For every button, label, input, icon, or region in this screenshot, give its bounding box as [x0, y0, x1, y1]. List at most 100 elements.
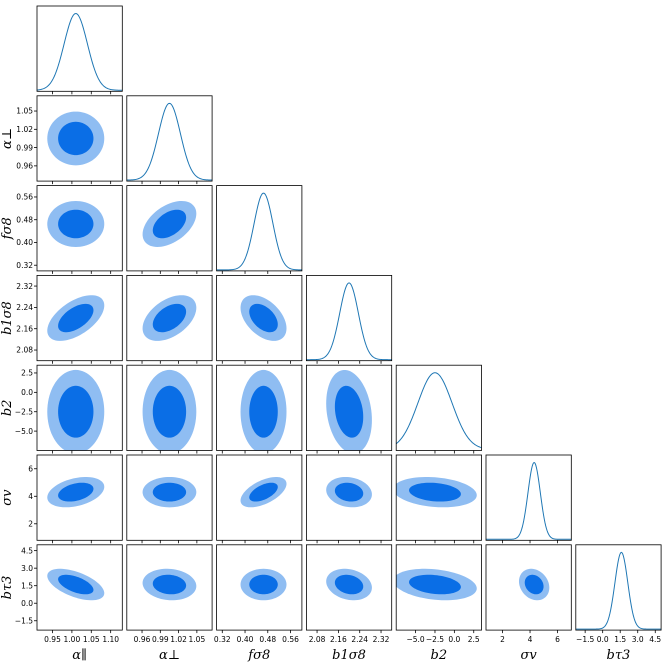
contour-68-alpha_perp-b_tau3	[152, 574, 187, 595]
y-tick-label-fsigma8: 0.56	[16, 193, 33, 202]
panel-sigma_v-fsigma8	[216, 454, 303, 544]
y-tick-label-b2: 0.0	[21, 388, 33, 397]
panel-b2-b2	[395, 364, 482, 454]
y-tick-label-b1sigma8: 2.24	[16, 303, 33, 312]
panel-frame	[485, 544, 572, 631]
panel-b2-b1sigma8	[305, 364, 393, 454]
panel-b_tau3-alpha_par: 0.95 1.00 1.05 1.10 −1.5 0.0 1.5 3.0 4.5	[15, 544, 123, 644]
contour-68-b1sigma8-sigma_v	[334, 482, 364, 502]
marginal-alpha_par	[37, 13, 123, 91]
x-tick-label-alpha_par: 1.05	[83, 635, 100, 644]
panel-b2-alpha_par: −5.0 −2.5 0.0 2.5	[15, 364, 123, 454]
x-tick-label-fsigma8: 0.48	[259, 635, 276, 644]
x-tick-label-b1sigma8: 2.24	[351, 635, 368, 644]
x-tick-label-b_tau3: 4.5	[649, 635, 661, 644]
contour-68-alpha_par-fsigma8	[58, 209, 94, 239]
contour-68-alpha_perp-b1sigma8	[152, 303, 187, 333]
y-tick-label-fsigma8: 0.48	[16, 215, 33, 224]
x-axis-label-alpha_perp: α⊥	[159, 648, 180, 663]
x-tick-label-fsigma8: 0.32	[214, 635, 231, 644]
panel-frame	[126, 364, 213, 451]
panel-frame	[575, 544, 662, 631]
y-axis-label-b2: b2	[0, 400, 15, 417]
y-tick-label-b_tau3: 4.5	[21, 546, 33, 555]
x-tick-label-b_tau3: 3.0	[632, 635, 644, 644]
x-tick-label-alpha_perp: 0.99	[152, 635, 169, 644]
marginal-b1sigma8	[306, 282, 392, 361]
panel-frame	[395, 454, 482, 541]
panel-fsigma8-alpha_perp	[126, 185, 213, 274]
contour-68-alpha_perp-b2	[152, 385, 187, 438]
panel-frame	[36, 95, 123, 182]
contour-68-fsigma8-b1sigma8	[249, 303, 278, 333]
x-tick-label-sigma_v: 4	[528, 635, 533, 644]
y-axis-label-alpha_perp: α⊥	[0, 128, 15, 149]
contour-68-alpha_par-b1sigma8	[58, 303, 94, 333]
x-tick-label-alpha_par: 1.10	[102, 635, 119, 644]
panel-frame	[36, 364, 123, 451]
x-axis-label-b_tau3: bτ3	[607, 648, 631, 663]
panel-b1sigma8-alpha_par: 2.08 2.16 2.24 2.32	[16, 274, 123, 364]
x-tick-label-alpha_perp: 1.05	[189, 635, 206, 644]
panel-sigma_v-sigma_v	[485, 454, 572, 544]
contour-68-b2-sigma_v	[409, 482, 461, 502]
panel-b_tau3-sigma_v: 2 4 6	[485, 544, 572, 644]
panel-fsigma8-alpha_par: 0.32 0.40 0.48 0.56	[16, 185, 123, 274]
marginal-sigma_v	[486, 461, 572, 540]
y-tick-label-b2: −5.0	[15, 427, 33, 436]
x-tick-label-fsigma8: 0.40	[237, 635, 254, 644]
y-axis-label-fsigma8: fσ8	[0, 217, 15, 240]
y-tick-label-fsigma8: 0.40	[16, 238, 33, 247]
panel-frame	[305, 274, 393, 362]
contour-68-b1sigma8-b_tau3	[334, 574, 364, 595]
y-tick-label-b_tau3: −1.5	[15, 616, 33, 625]
panel-frame	[216, 185, 303, 272]
contour-68-alpha_par-alpha_perp	[58, 121, 94, 156]
x-tick-label-alpha_perp: 0.96	[134, 635, 151, 644]
x-tick-label-b2: 0.0	[448, 635, 460, 644]
panel-alpha_perp-alpha_perp	[126, 95, 213, 185]
x-axis-label-fsigma8: fσ8	[247, 648, 270, 663]
contour-68-alpha_par-sigma_v	[58, 482, 94, 502]
panel-frame	[36, 274, 123, 362]
x-axis-label-b2: b2	[431, 648, 448, 663]
y-tick-label-alpha_perp: 0.96	[16, 162, 33, 171]
panel-frame	[395, 364, 482, 451]
x-tick-label-b_tau3: 1.5	[614, 635, 626, 644]
panel-frame	[126, 95, 213, 182]
panel-b1sigma8-fsigma8	[216, 274, 303, 364]
x-tick-label-b_tau3: 0.0	[597, 635, 609, 644]
contour-68-alpha_par-b_tau3	[58, 574, 94, 595]
y-tick-label-b2: 2.5	[21, 369, 33, 378]
contour-68-b1sigma8-b2	[334, 385, 364, 438]
panel-frame	[216, 544, 303, 631]
y-tick-label-sigma_v: 6	[28, 464, 33, 473]
x-tick-label-sigma_v: 6	[555, 635, 560, 644]
y-tick-label-fsigma8: 0.32	[16, 261, 33, 270]
panel-frame	[126, 544, 213, 631]
y-tick-label-sigma_v: 2	[28, 519, 33, 528]
panel-sigma_v-alpha_par: 2 4 6	[28, 454, 123, 544]
panel-sigma_v-b2	[395, 454, 482, 544]
y-tick-label-b1sigma8: 2.32	[16, 282, 33, 291]
panel-alpha_par-alpha_par	[36, 5, 123, 95]
panel-frame	[36, 185, 123, 272]
panel-b_tau3-b2: −5.0 −2.5 0.0 2.5	[395, 544, 482, 644]
x-tick-label-b1sigma8: 2.32	[373, 635, 390, 644]
panel-frame	[126, 454, 213, 541]
y-axis-label-b_tau3: bτ3	[0, 576, 15, 600]
y-tick-label-alpha_perp: 1.05	[16, 107, 33, 116]
panel-b_tau3-fsigma8: 0.32 0.40 0.48 0.56	[214, 544, 303, 644]
x-tick-label-b2: −2.5	[426, 635, 444, 644]
x-tick-label-b1sigma8: 2.08	[309, 635, 326, 644]
marginal-alpha_perp	[126, 102, 213, 181]
y-axis-label-b1sigma8: b1σ8	[0, 301, 15, 335]
panel-frame	[36, 544, 123, 631]
panel-frame	[126, 185, 213, 272]
panel-b1sigma8-alpha_perp	[126, 274, 213, 364]
panel-frame	[305, 364, 393, 451]
panel-frame	[36, 454, 123, 541]
panel-sigma_v-alpha_perp	[126, 454, 213, 544]
marginal-fsigma8	[216, 192, 302, 271]
